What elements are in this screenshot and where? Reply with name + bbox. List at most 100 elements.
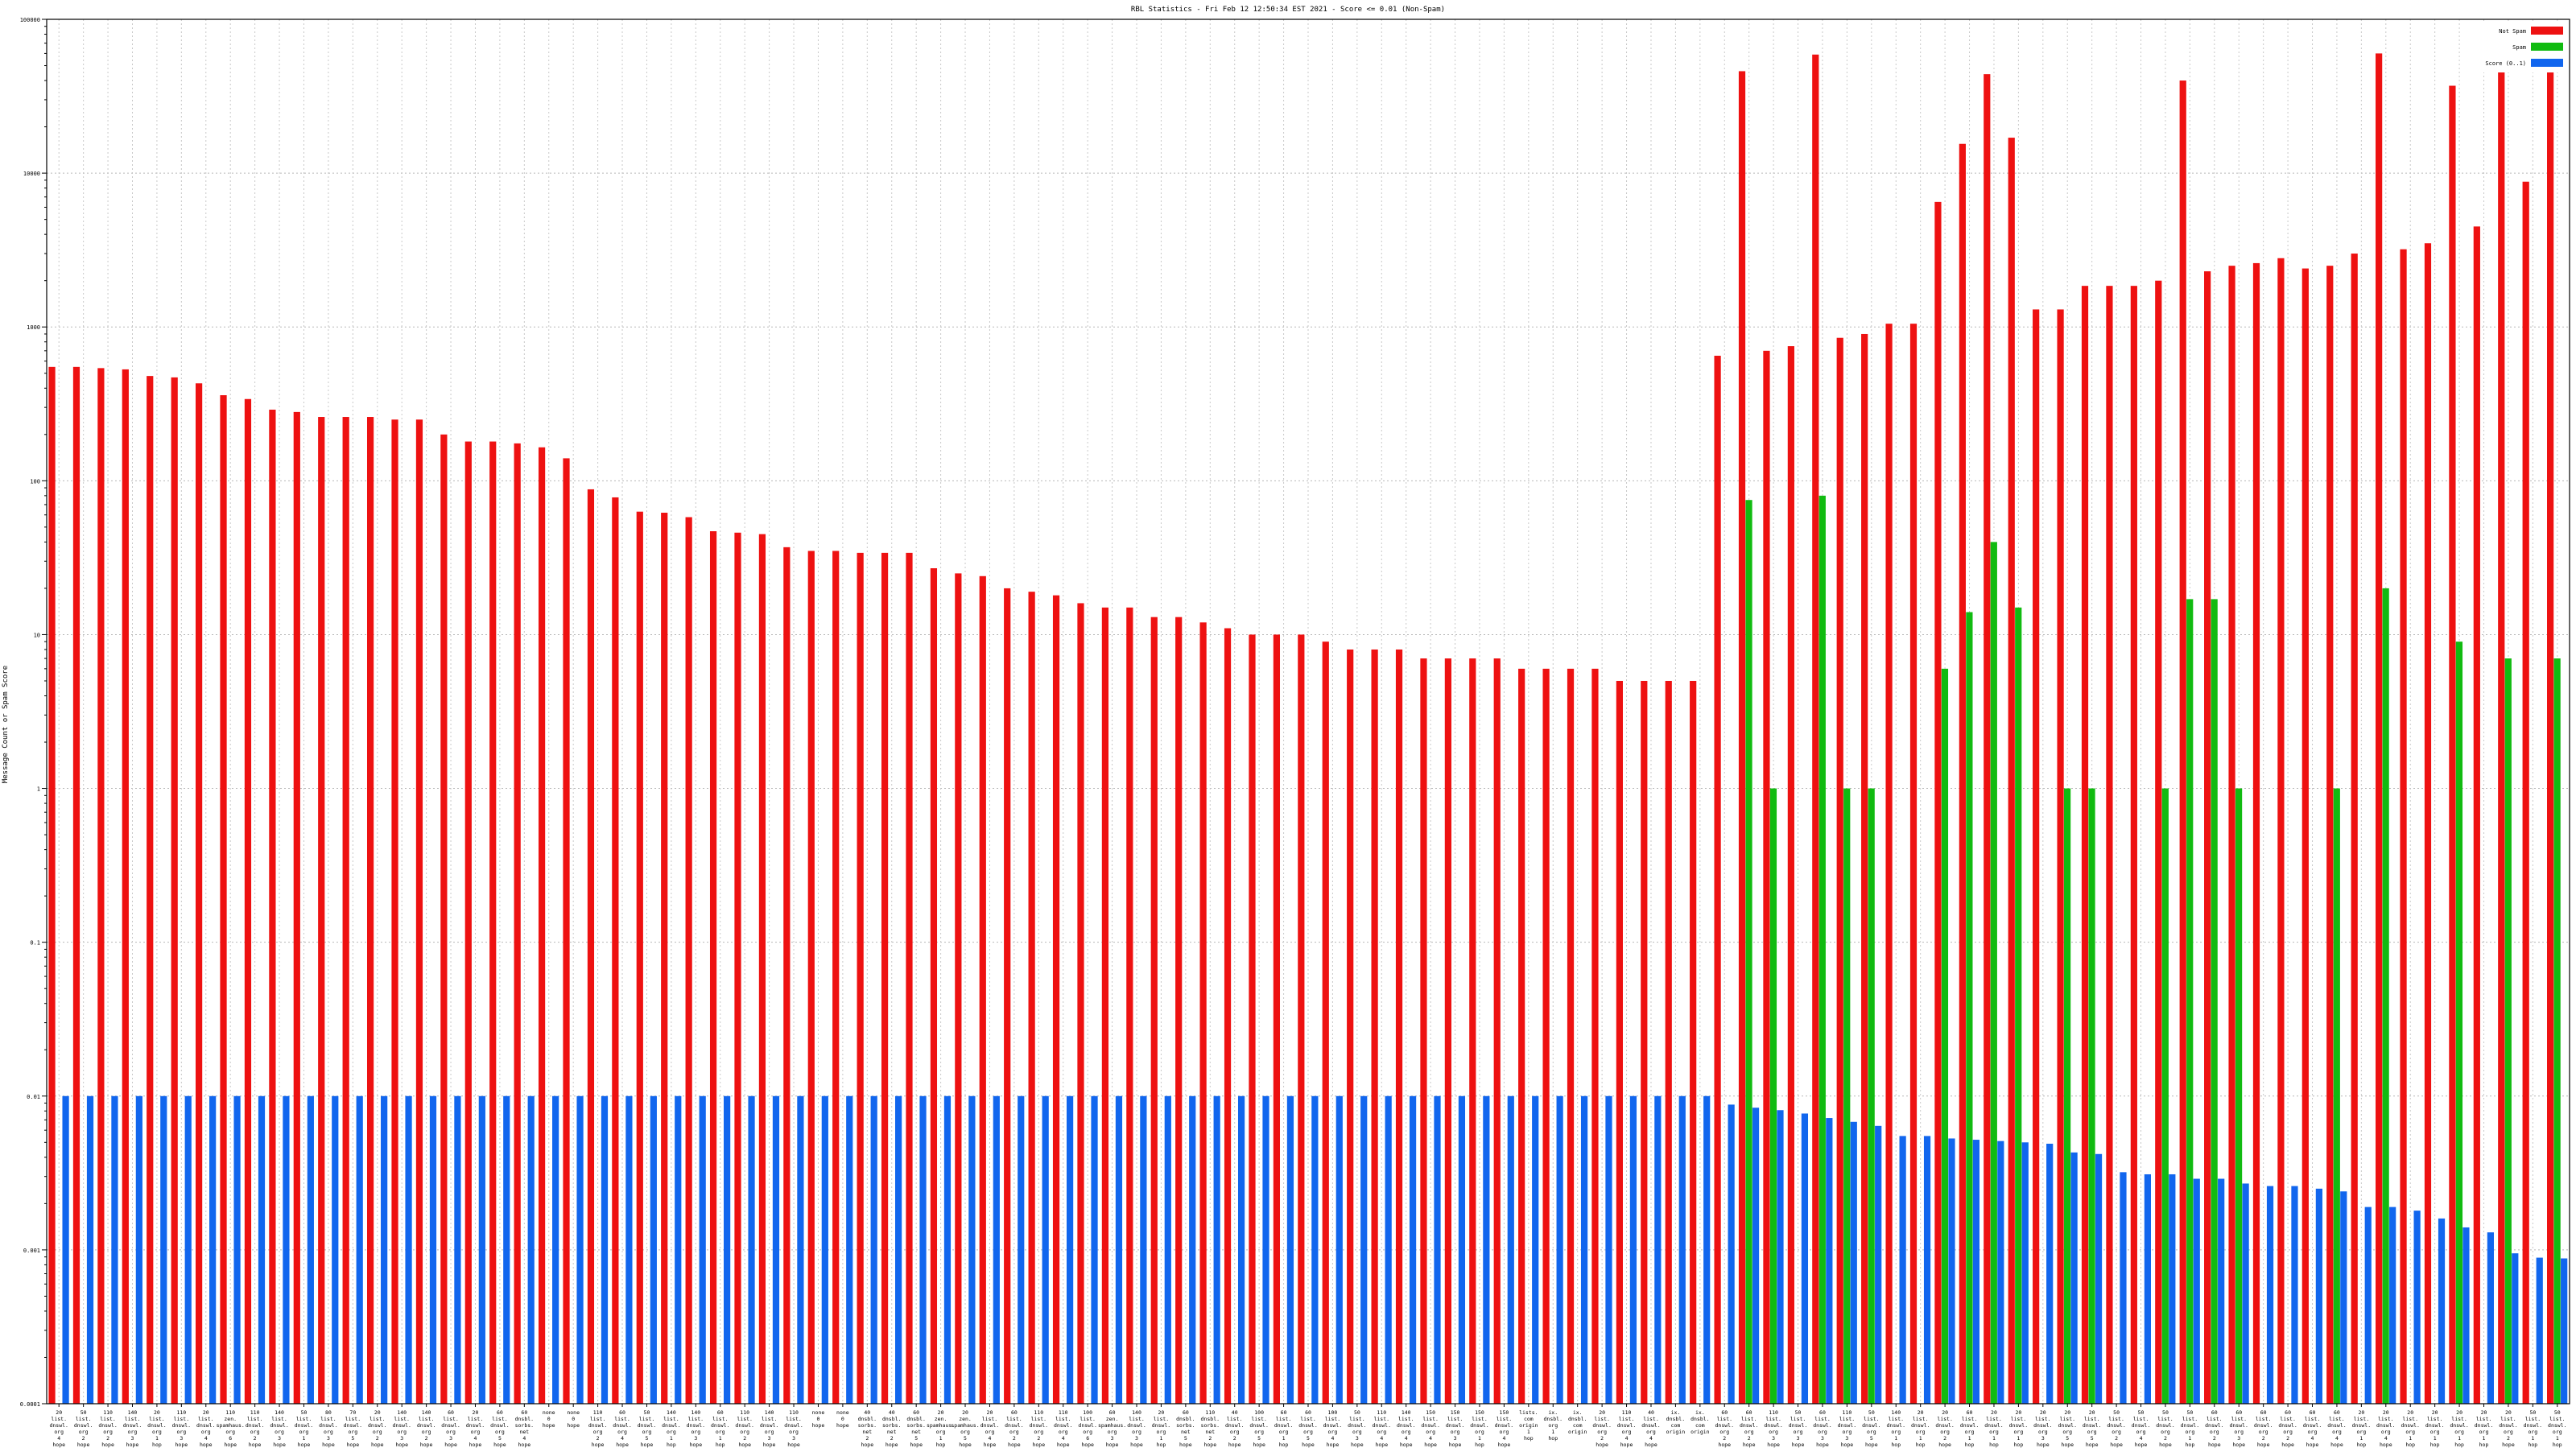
bar-not-spam: [538, 447, 546, 1404]
x-tick-label: 50 list. dnswl. org 1 hop: [2548, 1409, 2566, 1448]
bar-not-spam: [1909, 324, 1918, 1404]
bar-not-spam: [366, 417, 374, 1404]
bar-score-0-1: [2487, 1232, 2494, 1404]
x-tick-label: 20 list. dnswl. org 2 hope: [1592, 1409, 1611, 1448]
x-tick-label: 20 list. dnswl. org 1 hop: [2401, 1409, 2419, 1448]
y-tick-label: 10: [34, 632, 40, 638]
bar-not-spam: [1591, 668, 1599, 1404]
x-tick-label: 50 list. dnswl. org 1 hop: [2181, 1409, 2199, 1448]
bar-score-0-1: [405, 1095, 412, 1404]
bar-spam: [2186, 599, 2194, 1404]
x-tick-label: 60 dnsbl. sorbs. net 5 hope: [906, 1409, 925, 1448]
bar-not-spam: [1347, 649, 1354, 1404]
bar-score-0-1: [1703, 1095, 1711, 1404]
bar-spam: [1966, 612, 1973, 1404]
bar-score-0-1: [86, 1095, 94, 1404]
bar-not-spam: [391, 419, 398, 1404]
bar-score-0-1: [1237, 1095, 1245, 1404]
bar-not-spam: [1224, 628, 1232, 1404]
bar-not-spam: [955, 573, 962, 1404]
x-tick-label: none 0 hope: [836, 1409, 849, 1429]
bar-not-spam: [1493, 658, 1501, 1404]
bar-score-0-1: [1605, 1095, 1612, 1404]
bar-score-0-1: [2120, 1172, 2127, 1404]
bar-score-0-1: [1483, 1095, 1490, 1404]
bar-score-0-1: [943, 1095, 952, 1404]
bar-score-0-1: [2536, 1257, 2543, 1404]
x-tick-label: 140 list. dnswl. org 2 hope: [417, 1409, 436, 1448]
legend-label: Spam: [2512, 44, 2526, 51]
x-tick-label: 20 list. dnswl. org 2 hope: [368, 1409, 386, 1448]
bar-score-0-1: [1629, 1095, 1637, 1404]
x-tick-label: 60 zen. spamhaus. org 3 hope: [1098, 1409, 1126, 1448]
bar-score-0-1: [1409, 1095, 1417, 1404]
bar-not-spam: [342, 417, 349, 1404]
bar-not-spam: [783, 547, 791, 1405]
x-tick-label: 20 list. dnswl. org 1 hop: [2475, 1409, 2493, 1448]
bar-score-0-1: [1972, 1140, 1980, 1404]
bar-not-spam: [709, 530, 717, 1405]
legend: Not Spam Spam Score (0..1): [2481, 23, 2565, 72]
bar-score-0-1: [184, 1095, 192, 1404]
x-tick-label: 150 list. dnswl. org 1 hop: [1470, 1409, 1488, 1448]
bar-score-0-1: [1801, 1113, 1809, 1404]
bar-not-spam: [979, 575, 986, 1404]
x-tick-label: 140 list. dnswl. org 3 hope: [760, 1409, 778, 1448]
bar-not-spam: [563, 458, 570, 1404]
bar-score-0-1: [772, 1095, 780, 1404]
x-tick-label: 20 list. dnswl. org 4 hope: [466, 1409, 485, 1448]
x-tick-label: 50 list. dnswl. org 2 hope: [2156, 1409, 2174, 1448]
bar-score-0-1: [111, 1095, 118, 1404]
bar-spam: [2088, 788, 2095, 1404]
bar-score-0-1: [1728, 1104, 1735, 1404]
bar-not-spam: [636, 511, 643, 1404]
bar-not-spam: [1004, 588, 1011, 1404]
bar-not-spam: [758, 534, 766, 1404]
bar-score-0-1: [1042, 1095, 1049, 1404]
bar-score-0-1: [2193, 1178, 2200, 1404]
x-tick-label: 20 list. dnswl. org 1 hop: [2425, 1409, 2444, 1448]
bar-score-0-1: [2512, 1253, 2519, 1404]
legend-swatch: [2531, 43, 2563, 51]
bar-spam: [2235, 788, 2243, 1404]
bar-not-spam: [1984, 74, 1991, 1405]
x-tick-label: 140 list. dnswl. org 3 hope: [123, 1409, 142, 1448]
bar-not-spam: [1518, 668, 1525, 1404]
x-tick-label: 140 list. dnswl. org 4 hope: [1397, 1409, 1415, 1448]
bar-score-0-1: [2021, 1142, 2029, 1404]
x-tick-label: 40 dnsbl. sorbs. net 2 hope: [858, 1409, 877, 1448]
x-tick-label: 60 list. dnswl. org 3 hope: [1813, 1409, 1831, 1448]
bar-not-spam: [2204, 271, 2211, 1404]
y-axis-label: Message Count or Spam Score: [2, 666, 10, 783]
x-tick-label: none 0 hope: [812, 1409, 825, 1429]
x-tick-label: 60 list. dnswl. org 3 hope: [441, 1409, 460, 1448]
bar-not-spam: [1249, 634, 1256, 1404]
x-tick-label: 140 list. dnswl. org 1 hop: [1887, 1409, 1905, 1448]
bar-not-spam: [881, 552, 889, 1404]
x-tick-label: 20 list. dnswl. org 1 hop: [1152, 1409, 1170, 1448]
bar-score-0-1: [748, 1095, 755, 1404]
bar-not-spam: [1175, 617, 1183, 1404]
bar-not-spam: [1077, 603, 1084, 1404]
bar-not-spam: [734, 532, 741, 1404]
legend-label: Not Spam: [2499, 28, 2526, 35]
x-tick-label: 20 list. dnswl. org 1 hop: [147, 1409, 166, 1448]
x-tick-label: 20 list. dnswl. org 5 hope: [2058, 1409, 2077, 1448]
y-tick-label: 0.001: [23, 1248, 40, 1254]
bar-not-spam: [2252, 262, 2260, 1404]
bar-score-0-1: [846, 1095, 853, 1404]
bar-score-0-1: [1752, 1108, 1760, 1404]
bar-not-spam: [514, 443, 521, 1405]
bar-not-spam: [2301, 268, 2309, 1405]
bar-not-spam: [587, 489, 595, 1404]
bar-score-0-1: [135, 1095, 142, 1404]
bar-score-0-1: [503, 1095, 510, 1404]
bar-spam: [1843, 788, 1851, 1404]
x-tick-label: 20 list. dnswl. org 4 hope: [2376, 1409, 2395, 1448]
x-tick-label: 20 list. dnswl. org 3 hope: [2033, 1409, 2052, 1448]
bar-not-spam: [48, 366, 56, 1404]
x-tick-label: 110 list. dnswl. org 2 hope: [1030, 1409, 1048, 1448]
x-tick-label: 40 dnsbl. sorbs. net 2 hope: [882, 1409, 901, 1448]
